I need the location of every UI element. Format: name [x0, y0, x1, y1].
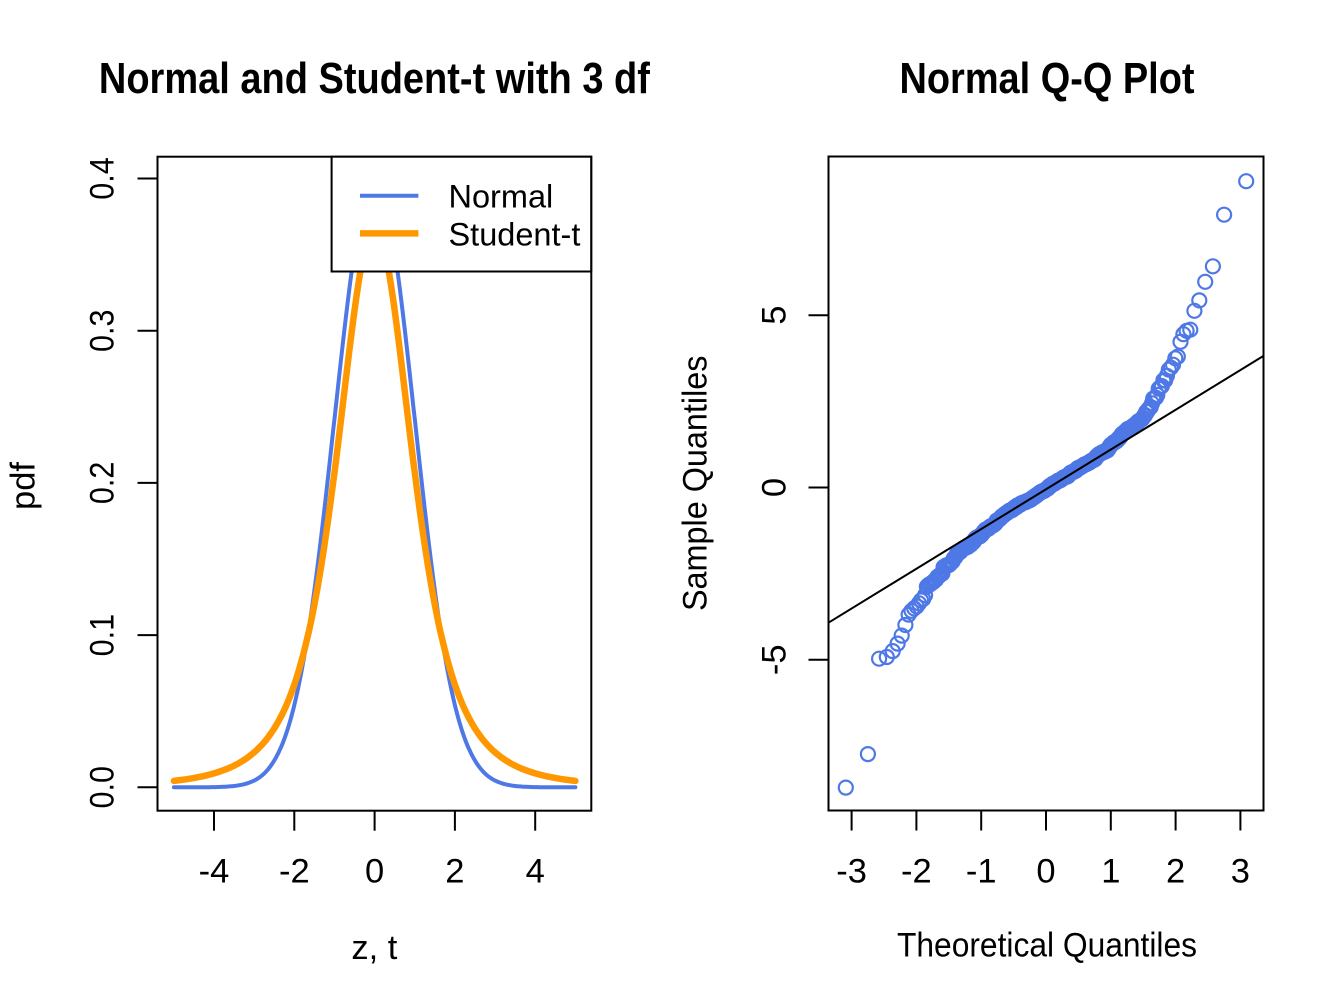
svg-text:Normal and Student-t with 3 df: Normal and Student-t with 3 df — [99, 55, 650, 103]
svg-text:0.3: 0.3 — [84, 309, 122, 352]
svg-text:4: 4 — [526, 853, 545, 891]
svg-text:z, t: z, t — [351, 929, 397, 967]
svg-text:-2: -2 — [901, 853, 932, 891]
svg-text:0.1: 0.1 — [84, 614, 122, 657]
svg-text:0: 0 — [1036, 853, 1055, 891]
svg-text:2: 2 — [445, 853, 464, 891]
svg-text:0.4: 0.4 — [84, 157, 122, 200]
svg-text:3: 3 — [1231, 853, 1250, 891]
svg-text:-1: -1 — [966, 853, 997, 891]
svg-text:Normal: Normal — [449, 178, 554, 214]
svg-text:5: 5 — [756, 306, 794, 325]
svg-text:1: 1 — [1101, 853, 1120, 891]
svg-text:-4: -4 — [199, 853, 230, 891]
svg-text:0.2: 0.2 — [84, 462, 122, 505]
svg-text:-2: -2 — [279, 853, 310, 891]
svg-text:-5: -5 — [756, 644, 794, 675]
svg-text:Student-t: Student-t — [449, 216, 581, 252]
svg-text:0.0: 0.0 — [84, 766, 122, 809]
svg-text:0: 0 — [756, 478, 794, 497]
svg-text:-3: -3 — [836, 853, 867, 891]
svg-text:2: 2 — [1166, 853, 1185, 891]
svg-text:Normal Q-Q Plot: Normal Q-Q Plot — [900, 55, 1195, 103]
svg-text:pdf: pdf — [4, 462, 42, 510]
svg-text:0: 0 — [365, 853, 384, 891]
svg-text:Sample Quantiles: Sample Quantiles — [676, 356, 714, 612]
svg-text:Theoretical Quantiles: Theoretical Quantiles — [897, 927, 1197, 965]
